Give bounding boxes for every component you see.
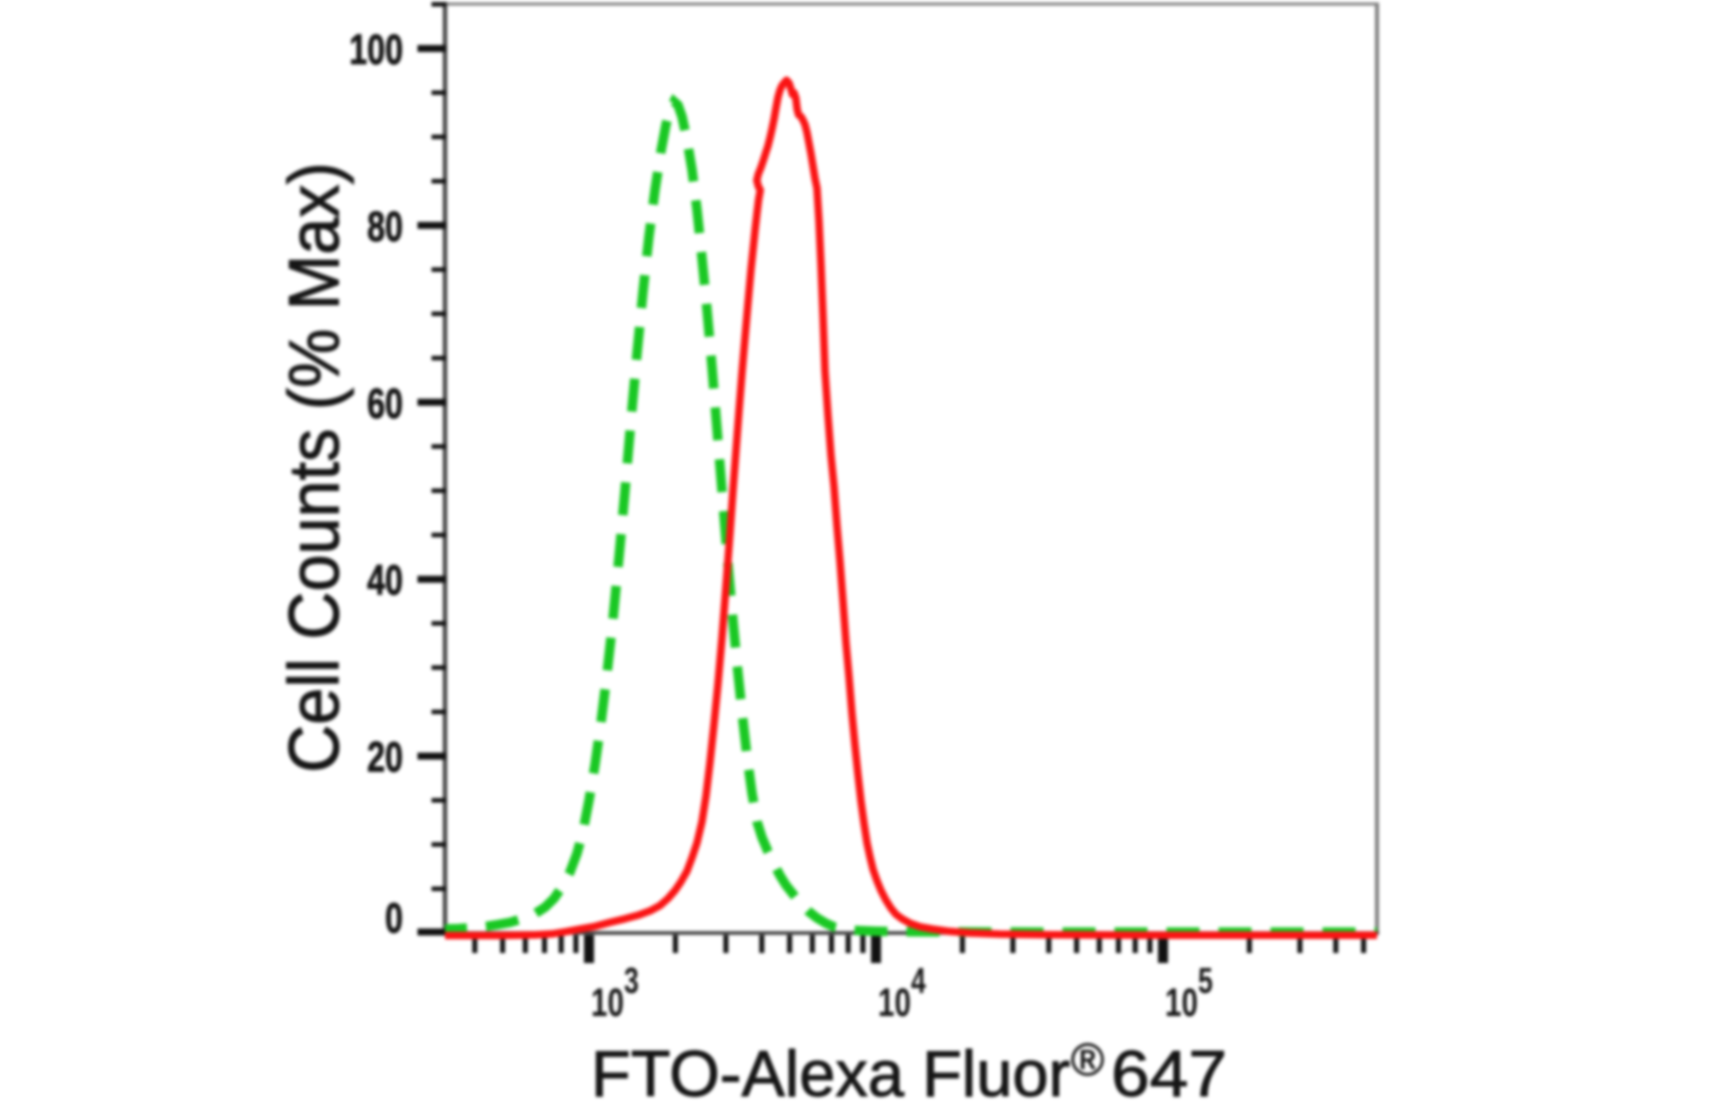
svg-text:100: 100 bbox=[349, 27, 403, 75]
svg-text:647: 647 bbox=[1111, 1038, 1227, 1110]
svg-text:10: 10 bbox=[591, 981, 624, 1025]
svg-text:80: 80 bbox=[367, 204, 403, 252]
svg-text:FTO-Alexa Fluor: FTO-Alexa Fluor bbox=[591, 1037, 1070, 1110]
svg-text:40: 40 bbox=[367, 557, 403, 605]
svg-text:Cell Counts (% Max): Cell Counts (% Max) bbox=[275, 162, 354, 773]
svg-text:5: 5 bbox=[1198, 960, 1213, 1001]
svg-text:0: 0 bbox=[385, 895, 403, 943]
svg-text:10: 10 bbox=[1165, 981, 1198, 1025]
svg-text:4: 4 bbox=[911, 960, 926, 1001]
svg-text:60: 60 bbox=[367, 380, 403, 428]
svg-text:20: 20 bbox=[367, 734, 403, 782]
svg-text:®: ® bbox=[1071, 1034, 1104, 1085]
svg-text:10: 10 bbox=[878, 981, 911, 1025]
svg-text:3: 3 bbox=[624, 960, 639, 1001]
